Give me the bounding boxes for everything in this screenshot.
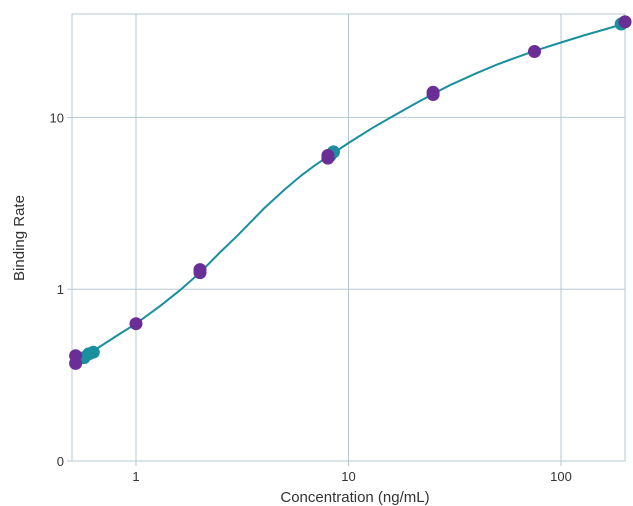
y-tick-label: 10 <box>50 110 64 125</box>
purple-data-point <box>618 15 632 29</box>
y-tick-label: 0 <box>57 454 64 469</box>
purple-data-point <box>129 317 143 331</box>
purple-data-point <box>321 151 335 165</box>
teal-data-point <box>86 345 100 359</box>
purple-data-point <box>69 356 83 370</box>
data-points <box>69 15 632 370</box>
gridlines <box>72 14 625 461</box>
purple-data-point <box>426 88 440 101</box>
tick-labels: 1 10 100 0 1 10 <box>50 110 572 484</box>
purple-data-point <box>193 266 207 280</box>
purple-data-point <box>528 45 541 58</box>
x-tick-label: 1 <box>132 469 139 484</box>
x-tick-label: 100 <box>550 469 572 484</box>
y-tick-label: 1 <box>57 282 64 297</box>
x-axis-title: Concentration (ng/mL) <box>280 489 429 506</box>
y-axis-title: Binding Rate <box>11 195 28 281</box>
x-tick-label: 10 <box>341 469 355 484</box>
